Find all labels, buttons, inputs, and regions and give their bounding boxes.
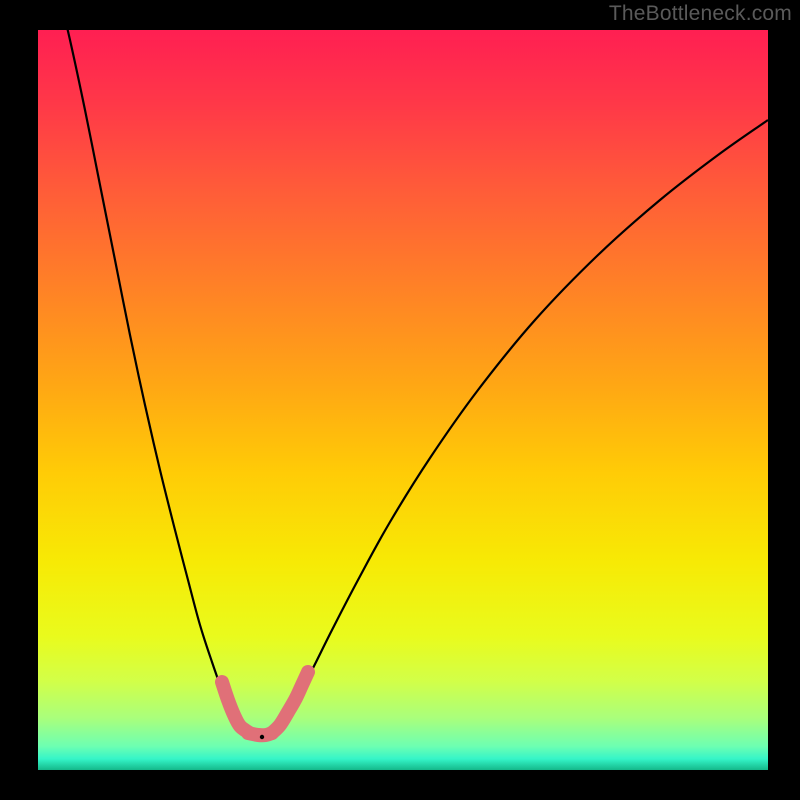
watermark-text: TheBottleneck.com bbox=[609, 2, 792, 26]
chart-background bbox=[38, 30, 768, 770]
bottleneck-chart bbox=[0, 0, 800, 800]
chart-min-point bbox=[260, 735, 264, 739]
